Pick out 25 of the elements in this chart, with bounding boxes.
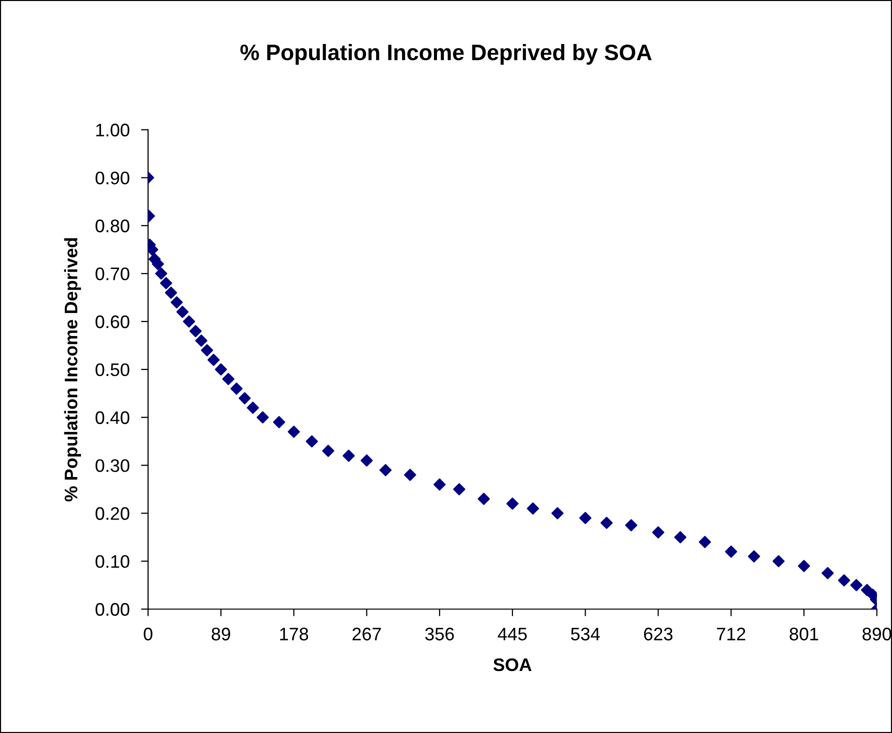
x-tick-label: 356 xyxy=(425,628,454,640)
x-tick-label: 0 xyxy=(144,628,152,640)
y-tick-label: 0.10 xyxy=(96,555,130,568)
x-tick-label: 890 xyxy=(862,628,892,640)
x-tick-label: 89 xyxy=(212,628,230,640)
y-tick-label: 0.00 xyxy=(96,603,130,616)
y-tick-label: 0.30 xyxy=(96,459,130,472)
x-tick-label: 267 xyxy=(352,628,381,640)
y-tick-label: 0.70 xyxy=(96,267,130,280)
x-tick-label: 623 xyxy=(644,628,672,640)
x-tick-label: 712 xyxy=(716,628,746,640)
y-tick-label: 0.20 xyxy=(96,507,130,520)
x-tick-label: 801 xyxy=(790,628,818,640)
x-tick-label: 445 xyxy=(498,628,527,640)
y-tick-label: 0.80 xyxy=(96,220,130,232)
y-tick-label: 0.50 xyxy=(96,363,130,376)
y-tick-label: 0.40 xyxy=(96,411,130,424)
x-axis-title: SOA xyxy=(493,658,532,672)
y-tick-label: 1.00 xyxy=(96,124,130,136)
x-tick-label: 534 xyxy=(570,628,600,640)
y-tick-label: 0.90 xyxy=(96,172,130,184)
x-tick-label: 178 xyxy=(280,628,308,640)
y-axis-title: % Population Income Deprived xyxy=(64,238,81,502)
chart-title: % Population Income Deprived by SOA xyxy=(240,44,652,65)
y-tick-label: 0.60 xyxy=(96,315,130,328)
